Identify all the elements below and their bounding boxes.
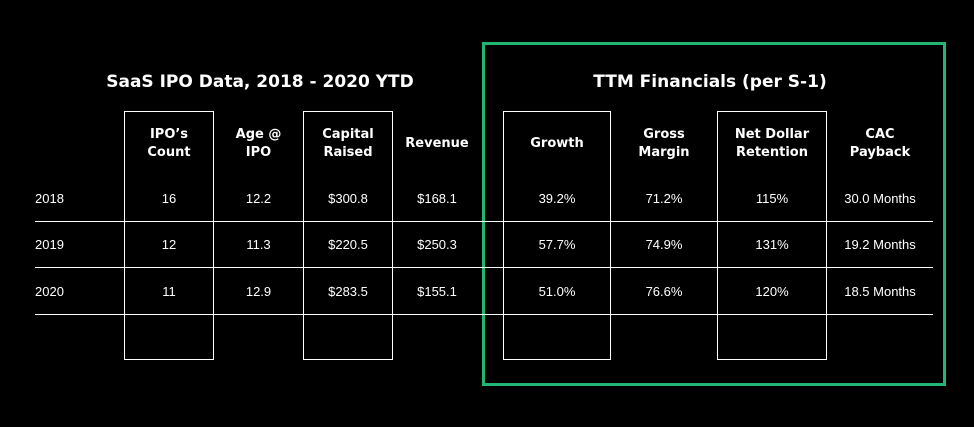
cell: $155.1 <box>417 284 457 299</box>
row-label-2018: 2018 <box>35 191 64 206</box>
column-header-gross-margin: Gross Margin <box>638 127 690 160</box>
cell: 74.9% <box>645 237 683 252</box>
cell: 16 <box>161 191 177 206</box>
cell: $283.5 <box>328 284 368 299</box>
cell: 115% <box>755 191 789 206</box>
row-label-2020: 2020 <box>35 284 64 299</box>
column-box-ipo-count <box>124 111 214 360</box>
column-header-capital-raised: Capital Raised <box>322 127 374 160</box>
row-divider <box>35 314 933 315</box>
ttm-highlight-box <box>482 42 946 386</box>
cell: 12.9 <box>245 284 272 299</box>
cell: 18.5 Months <box>844 284 916 299</box>
cell: $220.5 <box>328 237 368 252</box>
row-label-2019: 2019 <box>35 237 64 252</box>
column-header-growth: Growth <box>530 136 584 151</box>
row-divider <box>35 267 933 268</box>
column-header-age-at-ipo: Age @ IPO <box>235 127 282 160</box>
cell: 57.7% <box>538 237 576 252</box>
column-header-revenue: Revenue <box>405 136 469 151</box>
cell: 51.0% <box>538 284 576 299</box>
cell: 19.2 Months <box>844 237 916 252</box>
cell: 12.2 <box>245 191 272 206</box>
cell: 131% <box>755 237 789 252</box>
column-header-cac-payback: CAC Payback <box>849 127 911 160</box>
left-title: SaaS IPO Data, 2018 - 2020 YTD <box>106 72 414 92</box>
cell: $250.3 <box>417 237 457 252</box>
cell: 76.6% <box>645 284 683 299</box>
column-box-growth <box>503 111 611 360</box>
cell: 120% <box>755 284 789 299</box>
column-box-capital-raised <box>303 111 393 360</box>
column-box-net-dollar-retention <box>717 111 827 360</box>
cell: 30.0 Months <box>844 191 916 206</box>
cell: 11 <box>162 284 176 299</box>
cell: 11.3 <box>246 237 271 252</box>
row-divider <box>35 221 933 222</box>
cell: 71.2% <box>645 191 683 206</box>
cell: 39.2% <box>538 191 576 206</box>
cell: $300.8 <box>328 191 368 206</box>
right-title: TTM Financials (per S-1) <box>593 72 827 92</box>
cell: $168.1 <box>417 191 457 206</box>
column-header-ipo-count: IPO’s Count <box>147 127 191 160</box>
column-header-net-dollar-retention: Net Dollar Retention <box>734 127 810 160</box>
cell: 12 <box>161 237 177 252</box>
